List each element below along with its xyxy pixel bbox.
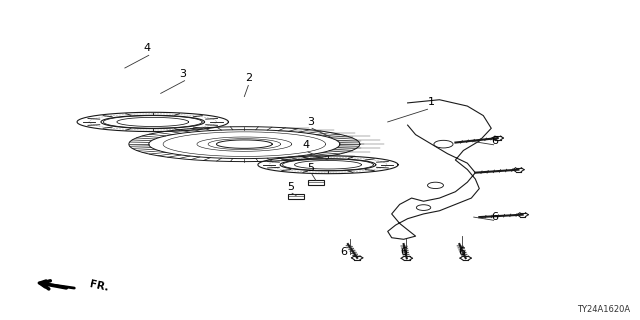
Bar: [308, 180, 324, 185]
Text: 2: 2: [244, 73, 252, 83]
Text: 5: 5: [287, 182, 294, 192]
Text: 5: 5: [307, 163, 314, 173]
Text: 6: 6: [458, 247, 465, 257]
Text: 3: 3: [179, 69, 186, 79]
Text: 6: 6: [340, 247, 348, 257]
Text: 6: 6: [400, 247, 407, 257]
Text: TY24A1620A: TY24A1620A: [577, 305, 630, 314]
Text: 1: 1: [428, 97, 435, 107]
Text: 4: 4: [303, 140, 310, 150]
Text: 4: 4: [143, 43, 150, 53]
Text: 6: 6: [492, 212, 499, 222]
Bar: [288, 194, 304, 199]
Text: FR.: FR.: [89, 279, 110, 293]
Text: 6: 6: [492, 136, 499, 146]
Text: 3: 3: [307, 117, 314, 127]
